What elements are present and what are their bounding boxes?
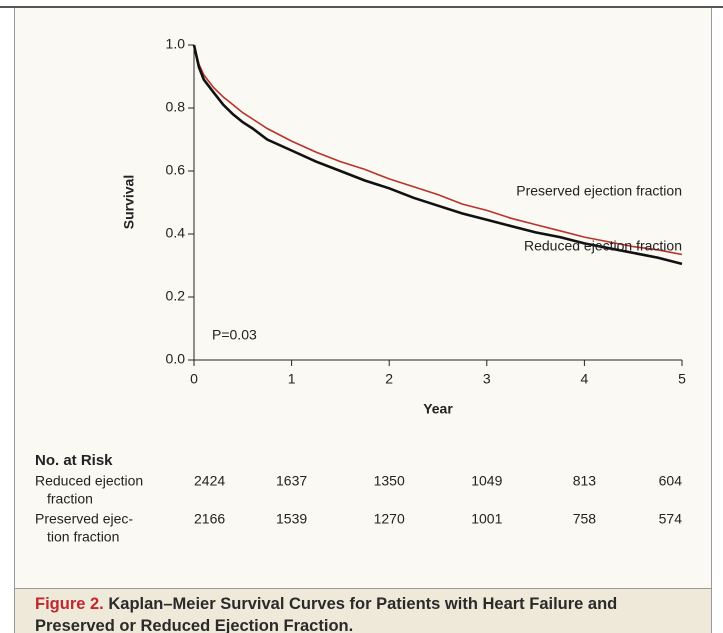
risk-row-label: fraction bbox=[47, 491, 93, 507]
series-label: Reduced ejection fraction bbox=[524, 238, 682, 254]
risk-title: No. at Risk bbox=[35, 452, 113, 469]
risk-row-label: Reduced ejection bbox=[35, 473, 143, 489]
series-label: Preserved ejection fraction bbox=[516, 183, 682, 199]
x-tick-label: 5 bbox=[678, 371, 686, 387]
risk-count: 1350 bbox=[374, 473, 405, 489]
y-tick-label: 0.2 bbox=[166, 288, 186, 304]
risk-count: 1001 bbox=[471, 511, 502, 527]
caption: Figure 2. Kaplan–Meier Survival Curves f… bbox=[15, 589, 711, 633]
survival-curve bbox=[193, 44, 683, 256]
survival-curve bbox=[192, 44, 683, 266]
y-tick-label: 1.0 bbox=[166, 36, 186, 52]
x-tick-label: 3 bbox=[483, 371, 491, 387]
risk-count: 574 bbox=[659, 511, 683, 527]
caption-label: Figure 2. bbox=[35, 595, 104, 613]
y-tick-label: 0.6 bbox=[166, 162, 186, 178]
x-tick-label: 1 bbox=[288, 371, 296, 387]
risk-count: 2424 bbox=[194, 473, 225, 489]
x-tick-label: 4 bbox=[581, 371, 589, 387]
x-axis-label: Year bbox=[423, 401, 453, 417]
risk-count: 1637 bbox=[276, 473, 307, 489]
annotation: P=0.03 bbox=[212, 327, 257, 343]
x-tick-label: 2 bbox=[385, 371, 393, 387]
risk-count: 758 bbox=[573, 511, 597, 527]
risk-row-label: tion fraction bbox=[47, 529, 119, 545]
risk-count: 2166 bbox=[194, 511, 225, 527]
panel bbox=[15, 8, 711, 633]
caption-text: Kaplan–Meier Survival Curves for Patient… bbox=[35, 595, 618, 633]
risk-count: 1539 bbox=[276, 511, 307, 527]
risk-row-label: Preserved ejec- bbox=[35, 511, 133, 527]
risk-count: 1049 bbox=[471, 473, 502, 489]
risk-count: 813 bbox=[573, 473, 597, 489]
y-tick-label: 0.4 bbox=[166, 225, 186, 241]
risk-count: 1270 bbox=[374, 511, 405, 527]
x-tick-label: 0 bbox=[190, 371, 198, 387]
y-axis-label: Survival bbox=[121, 175, 137, 229]
y-tick-label: 0.0 bbox=[166, 351, 186, 367]
risk-count: 604 bbox=[659, 473, 683, 489]
y-tick-label: 0.8 bbox=[166, 99, 186, 115]
